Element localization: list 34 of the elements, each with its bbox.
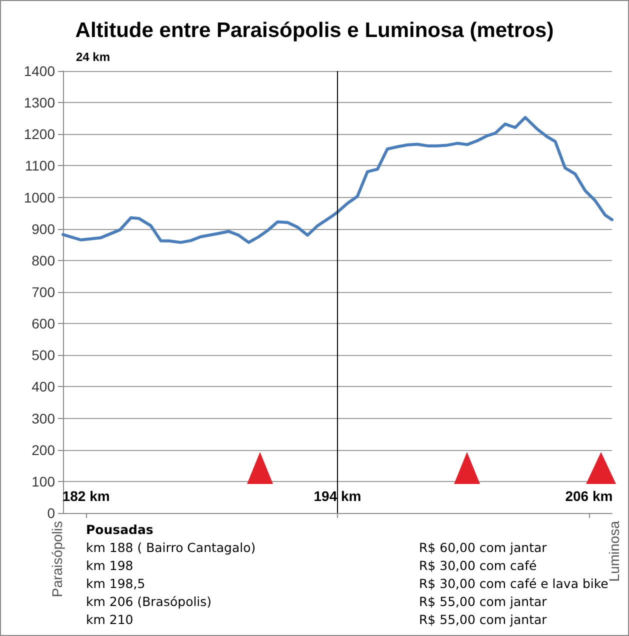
y-tick-label: 1100 (24, 158, 56, 174)
y-tick-label: 800 (32, 252, 56, 268)
y-tick-label: 1000 (24, 189, 56, 206)
y-tick-label: 400 (32, 378, 56, 395)
x-tick-label: 206 km (565, 488, 613, 504)
text: R$ 55,00 com jantar (419, 611, 547, 629)
y-tick-label: 600 (32, 316, 56, 332)
y-tick-label: 0 (47, 505, 56, 521)
text: km 198,5 (86, 575, 146, 593)
text: km 198 (86, 557, 134, 575)
x-tick-label: 182 km (62, 488, 110, 504)
text: Luminosa (606, 520, 622, 582)
text: R$ 60,00 com jantar (419, 539, 547, 557)
chart-subtitle: 24 km (76, 50, 110, 64)
y-tick-label: 200 (32, 442, 56, 458)
text: R$ 55,00 com jantar (419, 593, 547, 611)
text: km 206 (Brasópolis) (86, 593, 213, 611)
text: km 188 ( Bairro Cantagalo) (86, 539, 257, 557)
chart-title: Altitude entre Paraisópolis e Luminosa (metros) (75, 19, 554, 42)
y-tick-label: 1400 (24, 63, 56, 79)
text: Pousadas (86, 522, 154, 537)
x-tick-label: 194 km (314, 488, 362, 504)
y-tick-label: 1200 (24, 126, 56, 142)
y-tick-label: 300 (32, 410, 56, 426)
text: R$ 30,00 com café e lava bike (419, 575, 608, 593)
line-series (62, 116, 614, 244)
y-tick-label: 1300 (24, 94, 56, 111)
text: R$ 30,00 com café (419, 557, 537, 575)
y-tick-label: 700 (32, 284, 56, 300)
y-tick-label: 900 (32, 220, 56, 237)
y-tick-label: 500 (32, 347, 56, 364)
text: Paraisópolis (49, 521, 65, 598)
y-tick-label: 100 (32, 473, 56, 490)
text: km 210 (86, 611, 134, 629)
